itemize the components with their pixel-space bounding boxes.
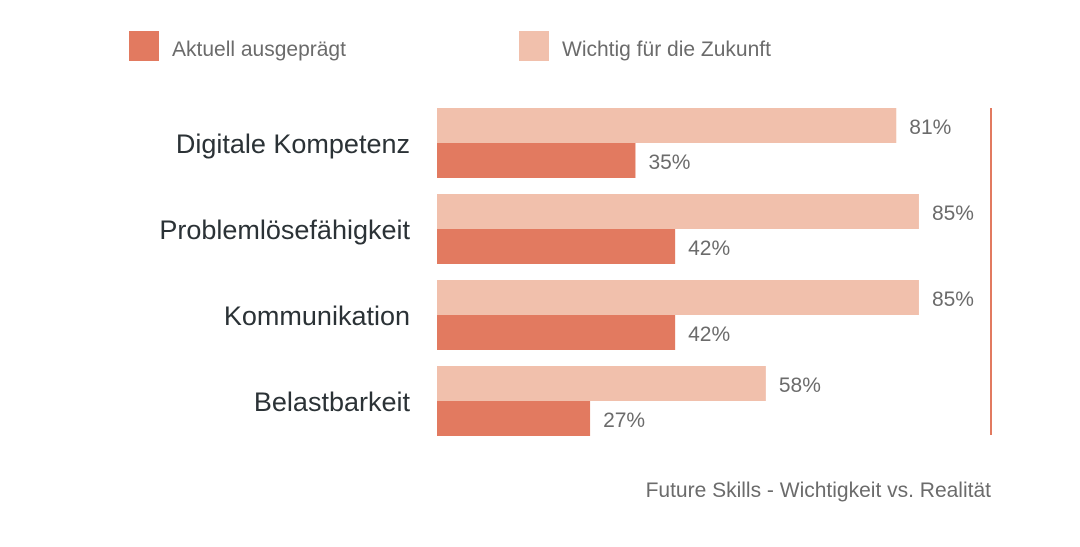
legend-label-wichtig: Wichtig für die Zukunft [562,38,771,61]
category-label: Kommunikation [224,301,410,331]
bar-wichtig [437,280,919,315]
value-label: 85% [932,288,974,311]
bars: Digitale Kompetenz 81% 35% Problemlösefähig… [159,108,974,436]
bar-aktuell [437,401,591,436]
value-label: 85% [932,202,974,225]
value-label: 81% [909,116,951,139]
category-label: Digitale Kompetenz [176,129,410,159]
value-label: 42% [688,323,730,346]
value-label: 42% [688,237,730,260]
bar-aktuell [437,315,676,350]
legend-swatch-aktuell [129,31,159,61]
category-label: Problemlösefähigkeit [159,215,410,245]
bar-aktuell [437,229,676,264]
category-label: Belastbarkeit [254,387,411,417]
bar-wichtig [437,366,766,401]
value-label: 35% [648,151,690,174]
bar-wichtig [437,194,919,229]
bar-wichtig [437,108,897,143]
legend: Aktuell ausgeprägt Wichtig für die Zukun… [129,31,771,61]
legend-label-aktuell: Aktuell ausgeprägt [172,38,346,61]
value-label: 58% [779,374,821,397]
chart-title: Future Skills - Wichtigkeit vs. Realität [646,479,992,502]
value-label: 27% [603,409,645,432]
bar-aktuell [437,143,636,178]
legend-swatch-wichtig [519,31,549,61]
